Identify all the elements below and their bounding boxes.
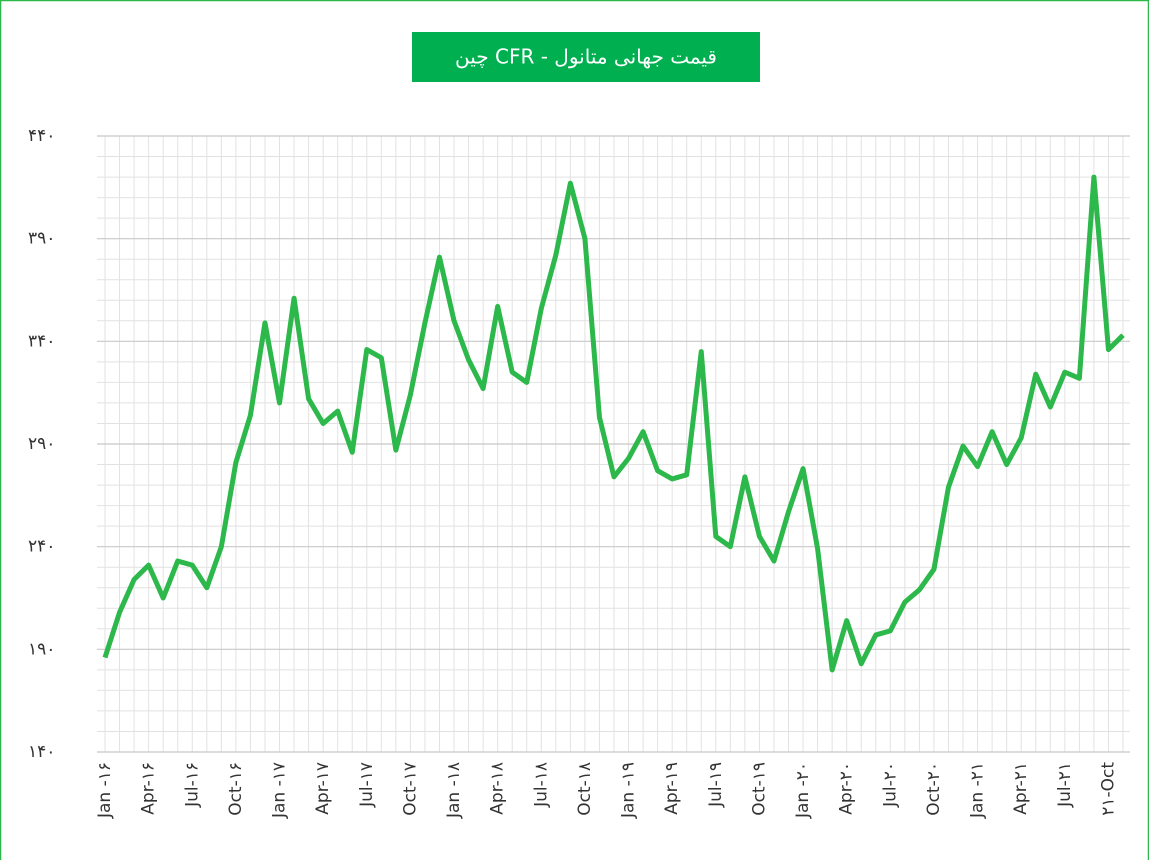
x-tick-label: Oct-۱۸ <box>575 762 595 816</box>
x-tick-label: Apr-۲۰ <box>837 762 857 815</box>
y-tick-label: ۳۹۰ <box>28 229 55 249</box>
x-tick-label: Oct-۱۷ <box>400 762 420 816</box>
x-tick-label: Jul-۱۸ <box>531 762 551 808</box>
x-tick-label: Apr-۱۶ <box>139 762 159 815</box>
line-series <box>102 174 1125 673</box>
x-tick-label: Jan -۱۸ <box>444 762 464 819</box>
x-tick-label: Jan -۲۱ <box>968 762 988 819</box>
x-tick-label: Apr-۱۷ <box>313 762 333 815</box>
chart-title: قیمت جهانی متانول - CFR چین <box>455 45 717 69</box>
y-tick-label: ۱۴۰ <box>28 742 55 762</box>
y-tick-label: ۲۴۰ <box>28 537 55 557</box>
x-tick-label: Jul-۱۶ <box>182 762 202 808</box>
x-tick-label: Jan -۱۶ <box>95 762 115 819</box>
y-tick-label: ۴۴۰ <box>28 126 55 146</box>
x-tick-label: Jul-۱۷ <box>357 762 377 808</box>
x-tick-label: ۲۱-Oct <box>1098 762 1118 816</box>
x-tick-label: Apr-۱۸ <box>488 762 508 815</box>
x-tick-label: Jan -۱۷ <box>270 762 290 819</box>
x-tick-label: Apr-۱۹ <box>662 762 682 815</box>
x-tick-label: Oct-۱۹ <box>749 762 769 816</box>
x-tick-label: Oct-۱۶ <box>226 762 246 816</box>
x-tick-label: Oct-۲۰ <box>924 762 944 816</box>
x-tick-label: Jul-۲۰ <box>880 762 900 808</box>
x-tick-label: Jul-۱۹ <box>706 762 726 808</box>
title-box <box>412 32 760 82</box>
y-tick-label: ۳۴۰ <box>28 331 55 351</box>
x-tick-label: Jan -۱۹ <box>619 762 639 819</box>
x-tick-label: Jul-۲۱ <box>1055 762 1075 808</box>
y-tick-label: ۲۹۰ <box>28 434 55 454</box>
y-tick-label: ۱۹۰ <box>28 639 55 659</box>
x-tick-label: Jan -۲۰ <box>793 762 813 819</box>
x-tick-label: Apr-۲۱ <box>1011 762 1031 815</box>
